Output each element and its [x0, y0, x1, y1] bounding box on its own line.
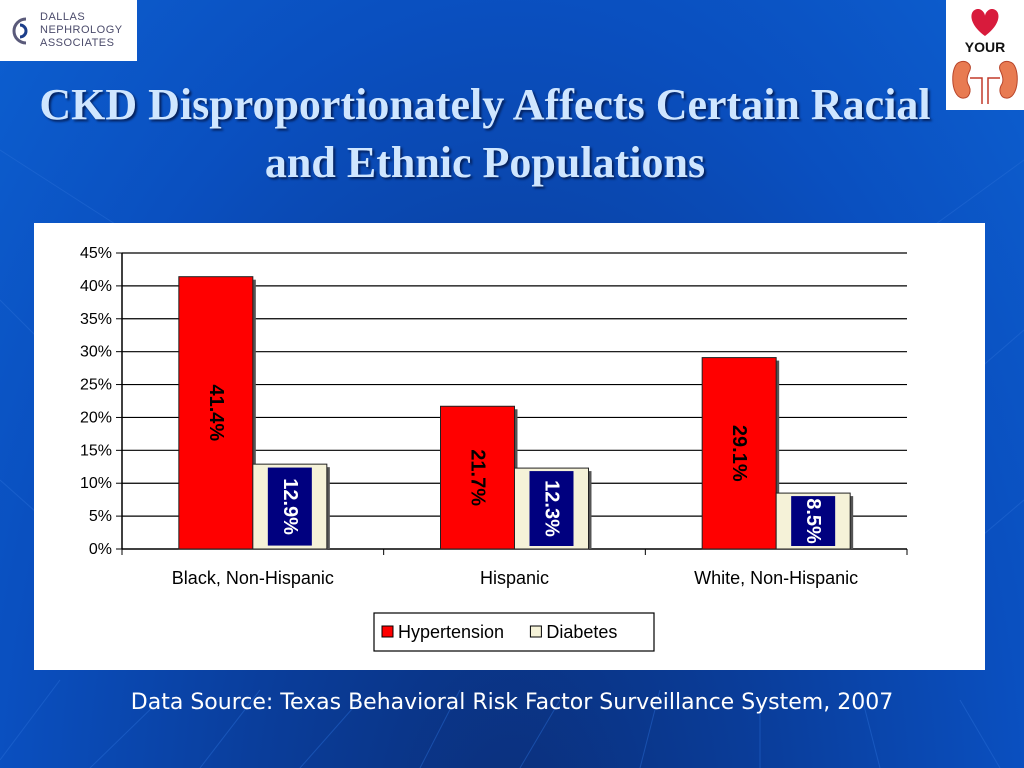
bar-hypertension-1 [178, 276, 254, 550]
data-label: 12.9% [279, 478, 301, 535]
logo-line-2: NEPHROLOGY [40, 24, 123, 36]
logo-mark-icon [12, 17, 28, 44]
legend-label-diabetes: Diabetes [546, 622, 617, 642]
y-tick-label: 20% [80, 409, 112, 426]
data-label: 12.3% [541, 480, 563, 537]
y-tick-label: 15% [80, 442, 112, 459]
x-category-label: Black, Non-Hispanic [172, 568, 334, 588]
chart-panel: 0% 5% 10% 15% 20% 25% 30% 35% 40% 45% 41.4% 12.9% Bl… [34, 223, 985, 670]
slide-title: CKD Disproportionately Affects Certain R… [39, 80, 931, 187]
data-label: 29.1% [728, 425, 750, 482]
heart-icon [971, 8, 999, 36]
bar-chart: 0% 5% 10% 15% 20% 25% 30% 35% 40% 45% 41.4% 12.9% Bl… [80, 245, 908, 652]
y-tick-label: 30% [80, 344, 112, 361]
legend-swatch-hypertension [381, 625, 394, 638]
legend-box [373, 612, 655, 652]
logo-line-1: DALLAS [40, 11, 86, 23]
x-category-label: White, Non-Hispanic [694, 568, 858, 588]
logo-your-text: YOUR [965, 39, 1005, 55]
kidneys-icon [952, 61, 1018, 104]
bar-hypertension-2 [440, 405, 515, 550]
data-label: 21.7% [467, 449, 489, 506]
y-tick-label: 35% [80, 311, 112, 328]
data-label-box [267, 467, 312, 546]
data-label: 8.5% [802, 498, 824, 544]
bar-hypertension-3 [701, 357, 777, 550]
dallas-nephrology-logo: DALLAS NEPHROLOGY ASSOCIATES [0, 0, 137, 61]
y-tick-label: 40% [80, 278, 112, 295]
y-tick-label: 45% [80, 245, 112, 262]
y-tick-label: 10% [80, 475, 112, 492]
data-label: 41.4% [205, 384, 227, 441]
data-label-box [791, 496, 836, 546]
logo-line-3: ASSOCIATES [40, 37, 115, 49]
y-tick-label: 5% [89, 508, 112, 525]
legend-label-hypertension: Hypertension [398, 622, 504, 642]
data-label-box [529, 471, 574, 546]
y-tick-label: 0% [89, 541, 112, 558]
x-category-label: Hispanic [480, 568, 549, 588]
legend-swatch-diabetes [529, 625, 542, 638]
your-kidneys-logo: YOUR [946, 0, 1024, 110]
data-source-note: Data Source: Texas Behavioral Risk Facto… [130, 690, 894, 715]
y-tick-label: 25% [80, 377, 112, 394]
